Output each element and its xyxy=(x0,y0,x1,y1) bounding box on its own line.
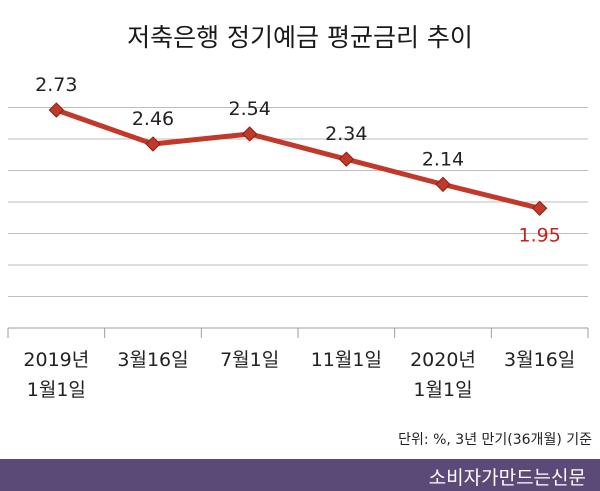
x-tick-label: 3월16일 xyxy=(504,349,575,371)
x-tick-label: 2019년 1월1일 xyxy=(23,349,89,401)
series-line xyxy=(53,107,543,211)
data-label: 2.54 xyxy=(229,98,271,120)
footer-bar: 소비자가만드는신문 xyxy=(0,459,600,491)
data-point-marker xyxy=(48,102,65,118)
data-label: 2.14 xyxy=(422,148,464,170)
data-point-marker xyxy=(241,126,258,142)
data-label: 2.73 xyxy=(35,74,77,96)
x-tick-label: 11월1일 xyxy=(311,349,382,371)
series-line-group: 2.73 2.46 2.54 2.34 2.14 1.95 xyxy=(35,74,561,246)
data-label: 2.34 xyxy=(325,123,367,145)
x-axis: 2019년 1월1일 3월16일 7월1일 11월1일 2020년 1월1일 3월16일 xyxy=(7,327,589,401)
data-point-marker xyxy=(531,200,548,217)
chart-title: 저축은행 정기예금 평균금리 추이 xyxy=(127,23,473,52)
footer-brand: 소비자가만드는신문 xyxy=(428,467,586,489)
x-tick-label: 3월16일 xyxy=(117,349,188,371)
data-label: 1.95 xyxy=(519,224,561,246)
data-point-marker xyxy=(338,151,355,167)
data-point-marker xyxy=(435,176,451,193)
x-tick-label: 2020년 1월1일 xyxy=(410,349,476,401)
data-label: 2.46 xyxy=(132,108,174,130)
x-tick-label: 7월1일 xyxy=(220,349,279,371)
data-point-marker xyxy=(145,136,161,152)
grid-lines xyxy=(8,107,588,329)
unit-note: 단위: %, 3년 만기(36개월) 기준 xyxy=(398,432,592,448)
